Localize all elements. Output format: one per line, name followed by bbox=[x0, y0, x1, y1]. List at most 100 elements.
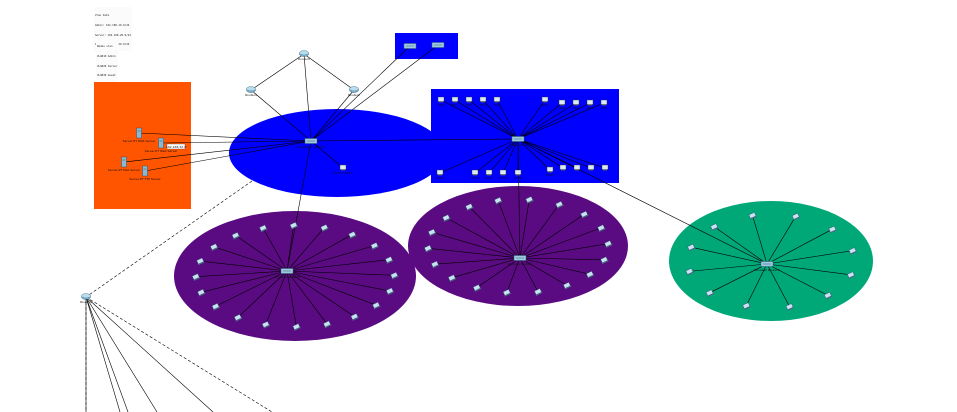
pc-PC3[interactable] bbox=[479, 96, 487, 103]
wireless-laptop[interactable] bbox=[385, 256, 394, 264]
network-link[interactable] bbox=[440, 99, 519, 140]
network-link[interactable] bbox=[517, 99, 546, 140]
network-link[interactable] bbox=[519, 257, 568, 286]
wireless-laptop[interactable] bbox=[431, 260, 440, 269]
network-link[interactable] bbox=[766, 263, 790, 307]
network-link[interactable] bbox=[310, 89, 355, 142]
network-link[interactable] bbox=[517, 138, 768, 265]
network-link[interactable] bbox=[286, 270, 328, 325]
network-link[interactable] bbox=[517, 138, 521, 259]
server-1[interactable] bbox=[158, 137, 164, 149]
router-left[interactable] bbox=[246, 86, 256, 93]
wireless-laptop[interactable] bbox=[705, 289, 715, 298]
network-link[interactable] bbox=[310, 140, 344, 169]
network-link[interactable] bbox=[85, 296, 273, 412]
network-link[interactable] bbox=[519, 213, 585, 259]
wireless-laptop[interactable] bbox=[191, 273, 201, 281]
network-link[interactable] bbox=[85, 296, 158, 412]
wireless-laptop[interactable] bbox=[390, 271, 399, 280]
network-link[interactable] bbox=[200, 260, 288, 272]
network-link[interactable] bbox=[250, 53, 305, 91]
wireless-laptop[interactable] bbox=[785, 303, 794, 311]
network-link[interactable] bbox=[517, 138, 606, 169]
pc-PC11[interactable] bbox=[471, 169, 479, 176]
pc-PC12[interactable] bbox=[485, 169, 493, 176]
pc-pc[interactable] bbox=[559, 164, 567, 171]
network-link[interactable] bbox=[519, 199, 530, 259]
wireless-laptop[interactable] bbox=[372, 301, 381, 310]
network-link[interactable] bbox=[85, 180, 253, 298]
wireless-laptop[interactable] bbox=[525, 196, 534, 204]
wireless-laptop[interactable] bbox=[233, 314, 243, 322]
network-link[interactable] bbox=[474, 138, 519, 174]
network-link[interactable] bbox=[431, 231, 521, 259]
network-link[interactable] bbox=[519, 257, 590, 275]
network-link[interactable] bbox=[454, 99, 519, 140]
wireless-laptop[interactable] bbox=[502, 289, 512, 297]
wireless-laptop[interactable] bbox=[231, 232, 240, 240]
wireless-laptop[interactable] bbox=[259, 224, 268, 233]
network-link[interactable] bbox=[519, 204, 560, 259]
network-link[interactable] bbox=[195, 270, 288, 278]
network-link[interactable] bbox=[752, 215, 768, 265]
wireless-laptop[interactable] bbox=[563, 281, 572, 290]
network-link[interactable] bbox=[766, 228, 833, 265]
network-link[interactable] bbox=[286, 227, 325, 272]
wireless-laptop[interactable] bbox=[580, 210, 589, 219]
network-link[interactable] bbox=[445, 217, 521, 259]
network-link[interactable] bbox=[215, 270, 288, 307]
pc-pc[interactable] bbox=[587, 164, 595, 171]
network-link[interactable] bbox=[519, 227, 602, 259]
network-link[interactable] bbox=[766, 263, 851, 276]
network-link[interactable] bbox=[85, 296, 121, 412]
network-link[interactable] bbox=[517, 102, 577, 140]
network-link[interactable] bbox=[517, 138, 578, 169]
wireless-laptop[interactable] bbox=[791, 212, 801, 221]
network-link[interactable] bbox=[286, 270, 297, 327]
wireless-laptop[interactable] bbox=[292, 323, 301, 331]
wireless-laptop[interactable] bbox=[742, 302, 751, 310]
network-link[interactable] bbox=[123, 140, 312, 163]
wireless-laptop[interactable] bbox=[555, 201, 564, 209]
network-link[interactable] bbox=[482, 99, 519, 140]
pc-PC8[interactable] bbox=[586, 99, 594, 106]
wireless-laptop[interactable] bbox=[534, 288, 543, 296]
network-link[interactable] bbox=[451, 257, 521, 279]
pc-PC6[interactable] bbox=[558, 99, 566, 106]
network-link[interactable] bbox=[160, 140, 312, 144]
wireless-laptop[interactable] bbox=[848, 247, 857, 255]
wireless-laptop[interactable] bbox=[687, 243, 696, 252]
wireless-laptop[interactable] bbox=[210, 243, 219, 251]
pc-pc[interactable] bbox=[573, 164, 581, 171]
wireless-laptop[interactable] bbox=[604, 240, 613, 248]
pc-PC1[interactable] bbox=[451, 96, 459, 103]
network-link[interactable] bbox=[497, 200, 521, 259]
network-link[interactable] bbox=[689, 263, 768, 272]
pc-PC13[interactable] bbox=[499, 169, 507, 176]
network-link[interactable] bbox=[496, 99, 519, 140]
network-link[interactable] bbox=[85, 296, 129, 412]
wifi-zone-3[interactable] bbox=[669, 201, 873, 321]
network-link[interactable] bbox=[517, 102, 605, 140]
pc-PC15[interactable] bbox=[546, 166, 554, 173]
network-link[interactable] bbox=[427, 247, 521, 259]
network-link[interactable] bbox=[138, 132, 312, 142]
wireless-laptop[interactable] bbox=[447, 274, 457, 283]
network-link[interactable] bbox=[519, 257, 539, 292]
wireless-laptop[interactable] bbox=[472, 284, 482, 292]
network-link[interactable] bbox=[286, 270, 355, 317]
network-link[interactable] bbox=[85, 296, 214, 412]
pc-PC7[interactable] bbox=[572, 99, 580, 106]
network-link[interactable] bbox=[286, 225, 294, 272]
network-link[interactable] bbox=[713, 226, 768, 265]
network-link[interactable] bbox=[517, 102, 563, 140]
wireless-laptop[interactable] bbox=[710, 223, 719, 231]
wireless-router[interactable] bbox=[513, 255, 527, 261]
router-top[interactable] bbox=[299, 50, 309, 57]
core-switch[interactable] bbox=[304, 138, 318, 144]
network-link[interactable] bbox=[517, 138, 592, 169]
network-link[interactable] bbox=[468, 206, 521, 259]
network-link[interactable] bbox=[488, 138, 519, 174]
wireless-laptop[interactable] bbox=[350, 313, 359, 321]
